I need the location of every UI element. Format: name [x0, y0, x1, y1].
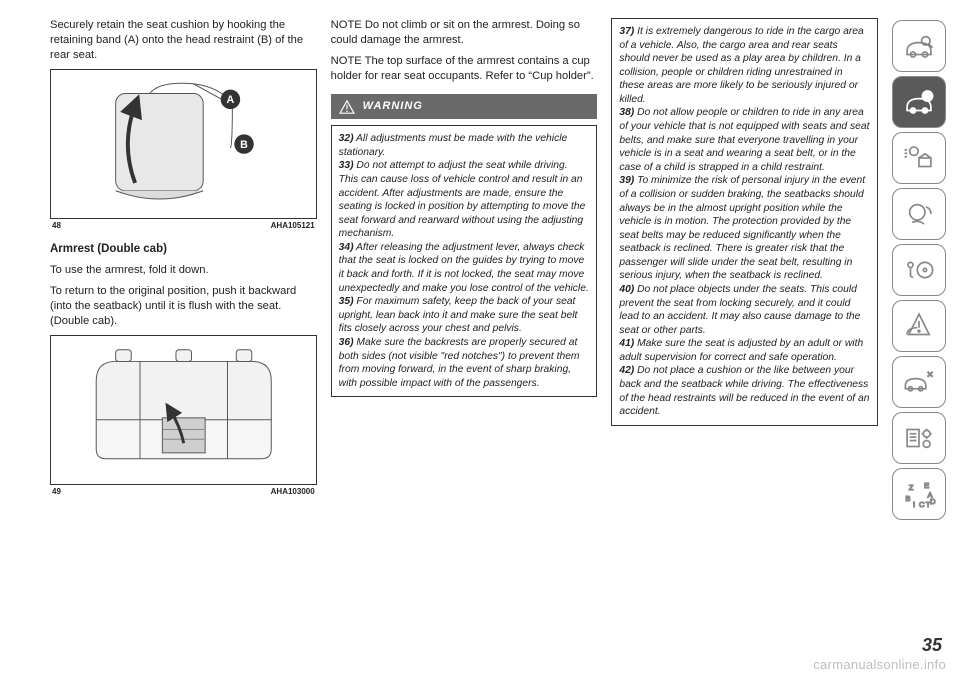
- figure-number: 48: [52, 221, 61, 232]
- svg-text:E: E: [924, 481, 929, 490]
- warn-num: 41): [619, 338, 634, 349]
- tab-airbag-icon[interactable]: [892, 188, 946, 240]
- watermark: carmanualsonline.info: [813, 657, 946, 672]
- tab-key-steering-icon[interactable]: [892, 244, 946, 296]
- svg-text:Z: Z: [909, 483, 914, 492]
- warn-text: All adjustments must be made with the ve…: [339, 133, 568, 158]
- svg-text:C: C: [919, 500, 925, 509]
- warn-text: For maximum safety, keep the back of you…: [339, 296, 578, 334]
- tab-car-search-icon[interactable]: [892, 20, 946, 72]
- column-3: 37) It is extremely dangerous to ride in…: [611, 18, 878, 640]
- svg-text:B: B: [905, 494, 910, 503]
- tab-settings-list-icon[interactable]: [892, 412, 946, 464]
- warn-num: 33): [339, 160, 354, 171]
- warning-box-2: 37) It is extremely dangerous to ride in…: [611, 18, 878, 426]
- tab-service-icon[interactable]: [892, 356, 946, 408]
- warn-text: Do not attempt to adjust the seat while …: [339, 160, 586, 239]
- para: Securely retain the seat cushion by hook…: [50, 18, 317, 63]
- figure-code: AHA103000: [271, 487, 315, 498]
- note: NOTE Do not climb or sit on the armrest.…: [331, 18, 598, 48]
- warn-text: Make sure the seat is adjusted by an adu…: [619, 338, 863, 363]
- column-2: NOTE Do not climb or sit on the armrest.…: [331, 18, 598, 640]
- tab-index-icon[interactable]: Z E B A I C T D: [892, 468, 946, 520]
- svg-text:B: B: [240, 139, 248, 151]
- rear-seat-illustration: [62, 342, 305, 478]
- svg-text:I: I: [913, 500, 915, 509]
- warn-num: 42): [619, 365, 634, 376]
- para: To return to the original position, push…: [50, 284, 317, 329]
- warn-text: It is extremely dangerous to ride in the…: [619, 26, 863, 105]
- warning-header: WARNING: [331, 94, 598, 119]
- side-tab-strip: i Z E B A I C T D: [892, 18, 946, 640]
- note: NOTE The top surface of the armrest cont…: [331, 54, 598, 84]
- figure-number: 49: [52, 487, 61, 498]
- svg-text:D: D: [930, 497, 936, 506]
- figure-49-caption: 49 AHA103000: [50, 487, 317, 498]
- warn-num: 32): [339, 133, 354, 144]
- warn-num: 34): [339, 242, 354, 253]
- warning-box-1: 32) All adjustments must be made with th…: [331, 125, 598, 397]
- figure-49: [50, 335, 317, 485]
- page-number: 35: [922, 635, 942, 656]
- warn-num: 37): [619, 26, 634, 37]
- warn-num: 36): [339, 337, 354, 348]
- tab-car-info-icon[interactable]: i: [892, 76, 946, 128]
- warn-text: To minimize the risk of personal injury …: [619, 175, 865, 281]
- figure-48: A B: [50, 69, 317, 219]
- warning-label: WARNING: [363, 99, 423, 114]
- subheading-armrest: Armrest (Double cab): [50, 242, 317, 258]
- warn-text: After releasing the adjustment lever, al…: [339, 242, 589, 294]
- seat-cushion-illustration: A B: [62, 76, 305, 212]
- warn-text: Do not place a cushion or the like betwe…: [619, 365, 869, 417]
- warn-num: 39): [619, 175, 634, 186]
- warn-text: Make sure the backrests are properly sec…: [339, 337, 580, 389]
- warn-num: 38): [619, 107, 634, 118]
- figure-code: AHA105121: [271, 221, 315, 232]
- svg-text:A: A: [226, 94, 234, 106]
- para: To use the armrest, fold it down.: [50, 263, 317, 278]
- warn-num: 35): [339, 296, 354, 307]
- tab-hazard-icon[interactable]: [892, 300, 946, 352]
- warn-text: Do not place objects under the seats. Th…: [619, 284, 860, 336]
- column-1: Securely retain the seat cushion by hook…: [50, 18, 317, 640]
- figure-48-caption: 48 AHA105121: [50, 221, 317, 232]
- tab-lights-icon[interactable]: [892, 132, 946, 184]
- warning-icon: [339, 100, 355, 114]
- warn-text: Do not allow people or children to ride …: [619, 107, 869, 172]
- warn-num: 40): [619, 284, 634, 295]
